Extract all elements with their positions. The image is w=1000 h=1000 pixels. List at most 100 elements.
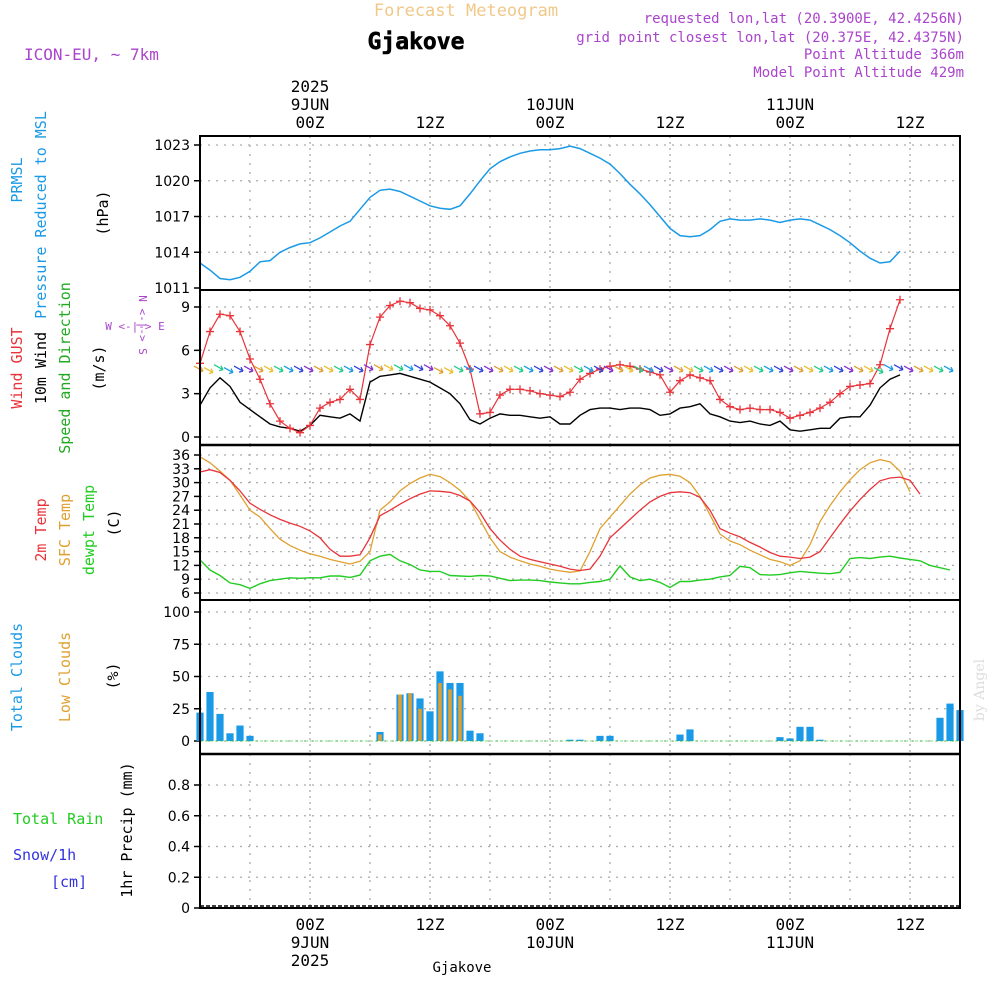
gust-point	[266, 399, 274, 408]
wind-arrow	[503, 365, 514, 373]
gust-point	[366, 340, 374, 349]
total-clouds-bar	[236, 725, 244, 741]
y-tick-label: 1023	[154, 138, 190, 154]
footer-location: Gjakove	[432, 960, 491, 976]
bottom-date-label: 9JUN	[291, 933, 330, 952]
gust-point	[876, 360, 884, 369]
gust-point	[526, 386, 534, 395]
y-tick-label: 100	[163, 605, 190, 621]
low-clouds-bar	[378, 734, 382, 741]
gust-point	[206, 327, 214, 336]
wind-label: 10m Wind	[32, 332, 50, 404]
bottom-year-label: 2025	[291, 951, 330, 970]
bottom-hour-label: 12Z	[416, 915, 445, 934]
wind-arrow	[723, 365, 734, 373]
gust-point	[796, 411, 804, 420]
wind-arrow	[413, 364, 424, 372]
wind-arrow	[193, 365, 204, 373]
location-title: Gjakove	[368, 29, 465, 55]
wind-arrow	[863, 365, 874, 373]
wind-arrow	[513, 365, 524, 373]
wind-arrow	[923, 365, 934, 373]
wind-arrow	[303, 365, 314, 373]
gust-point	[616, 360, 624, 369]
wind-arrow	[853, 365, 864, 373]
low-clouds-label: Low Clouds	[56, 632, 74, 722]
wind-arrow	[943, 365, 954, 373]
total-clouds-bar	[816, 739, 824, 741]
top-date-label: 11JUN	[766, 95, 814, 114]
total-clouds-bar	[686, 729, 694, 741]
snow-label: Snow/1h	[13, 846, 76, 864]
total-clouds-bar	[676, 734, 684, 741]
gust-point	[346, 385, 354, 394]
gust-point	[746, 404, 754, 413]
bottom-hour-label: 12Z	[656, 915, 685, 934]
gust-point	[696, 373, 704, 382]
gust-point	[706, 376, 714, 385]
wind-arrow	[933, 365, 944, 373]
wind-arrow	[653, 365, 664, 373]
wind-arrow	[443, 366, 454, 375]
wind-arrow	[913, 365, 924, 373]
gust-point	[676, 376, 684, 385]
wind-arrow	[323, 365, 334, 373]
gust-point	[556, 392, 564, 401]
gust-point	[426, 305, 434, 314]
gust-point	[236, 327, 244, 336]
data-marks	[193, 146, 964, 907]
low-clouds-bar	[398, 694, 402, 741]
gust-point	[536, 389, 544, 398]
wind-arrow	[603, 365, 614, 373]
wind-arrow	[473, 365, 484, 373]
y-tick-label: 9	[181, 300, 190, 316]
grid-point-coords: grid point closest lon,lat (20.375E, 42.…	[576, 30, 964, 46]
wind-speed-line	[199, 372, 901, 432]
gust-point	[826, 398, 834, 407]
y-tick-label: 0	[181, 901, 190, 917]
y-tick-label: 1020	[154, 174, 190, 190]
y-tick-label: 75	[172, 637, 190, 653]
wind-arrow	[553, 365, 564, 373]
top-date-label: 10JUN	[526, 95, 574, 114]
bottom-hour-label: 00Z	[296, 915, 325, 934]
wind-arrow	[733, 365, 744, 373]
wind-arrow	[783, 365, 794, 373]
gust-point	[586, 369, 594, 378]
gust-point	[436, 311, 444, 320]
total-clouds-bar	[796, 726, 804, 741]
wind-arrow	[673, 365, 684, 373]
y-tick-label: 25	[172, 702, 190, 718]
wind-arrow	[223, 366, 234, 375]
wind-arrow	[423, 364, 434, 372]
gust-point	[396, 297, 404, 306]
model-label: ICON-EU, ~ 7km	[24, 45, 159, 64]
y-tick-label: 0.8	[168, 778, 190, 794]
wind-arrow	[233, 365, 244, 373]
y-tick-label: 0.4	[168, 840, 190, 856]
temp2m-label: 2m Temp	[32, 498, 50, 561]
bottom-hour-label: 12Z	[896, 915, 925, 934]
snow-unit: [cm]	[51, 873, 87, 891]
gust-point	[766, 405, 774, 414]
wind-arrow	[283, 365, 294, 373]
pressure-unit: (hPa)	[94, 190, 112, 235]
gust-point	[896, 295, 904, 304]
total-clouds-bar	[466, 730, 474, 741]
wind-arrow	[243, 365, 254, 373]
wind-arrow	[683, 365, 694, 373]
y-tick-label: 0.2	[168, 870, 190, 886]
y-tick-label: 9	[181, 572, 190, 588]
wind-arrow	[823, 365, 834, 373]
wind-arrow	[883, 364, 894, 372]
gust-point	[356, 395, 364, 404]
gust-point	[836, 389, 844, 398]
gust-point	[846, 382, 854, 391]
gust-point	[576, 375, 584, 384]
gust-point	[546, 391, 554, 400]
total-clouds-bar	[476, 733, 484, 741]
top-hour-label: 12Z	[896, 113, 925, 132]
gust-point	[326, 398, 334, 407]
gust-point	[226, 311, 234, 320]
